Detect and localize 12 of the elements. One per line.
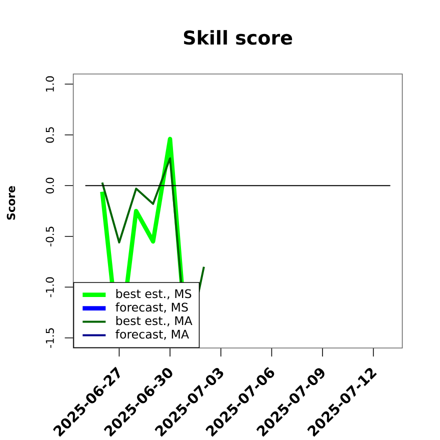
y-tick-label: 0.0 xyxy=(46,178,54,194)
legend-label: best est., MS xyxy=(116,289,192,300)
y-tick-label: -1.5 xyxy=(46,328,54,348)
y-tick-label: -1.0 xyxy=(46,277,54,298)
chart-title: Skill score xyxy=(184,30,292,45)
y-tick-label: 1.0 xyxy=(46,76,54,92)
y-axis-title: Score xyxy=(6,186,16,220)
legend-label: best est., MA xyxy=(116,316,192,326)
legend-label: forecast, MA xyxy=(116,330,189,340)
legend-label: forecast, MS xyxy=(116,302,188,313)
y-tick-label: -0.5 xyxy=(46,226,54,246)
y-tick-label: 0.5 xyxy=(46,127,54,143)
